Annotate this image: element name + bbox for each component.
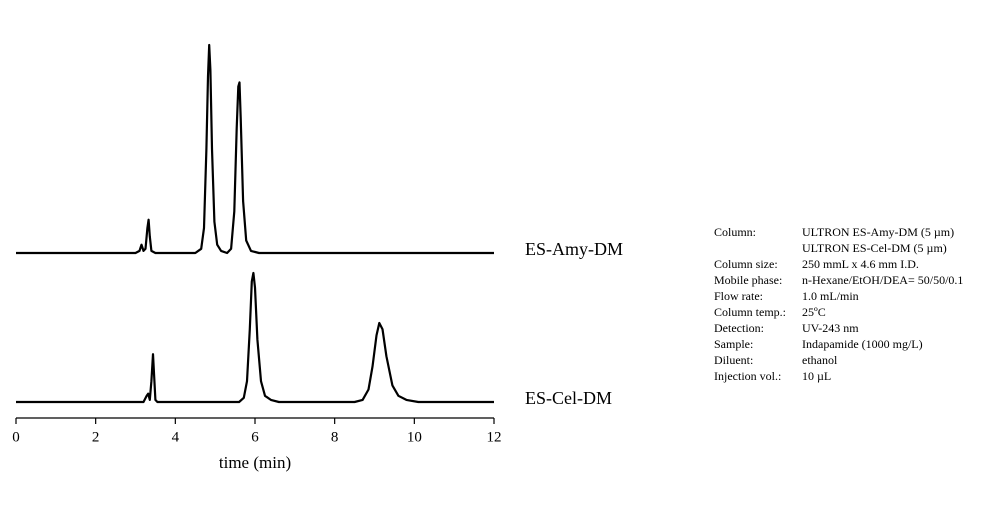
info-value: 10 µL	[802, 369, 831, 383]
info-label: Column size:	[714, 257, 778, 271]
info-value: n-Hexane/EtOH/DEA= 50/50/0.1	[802, 273, 963, 287]
info-label: Column:	[714, 225, 756, 239]
info-value: 25ºC	[802, 305, 826, 319]
info-value: 1.0 mL/min	[802, 289, 859, 303]
x-tick-label: 12	[487, 429, 502, 445]
info-label: Flow rate:	[714, 289, 763, 303]
info-label: Diluent:	[714, 353, 753, 367]
info-value: ULTRON ES-Amy-DM (5 µm)	[802, 225, 954, 239]
x-tick-label: 4	[172, 429, 180, 445]
x-tick-label: 6	[251, 429, 259, 445]
trace	[16, 43, 494, 255]
series-label: ES-Cel-DM	[525, 388, 612, 408]
info-label: Injection vol.:	[714, 369, 781, 383]
info-value: 250 mmL x 4.6 mm I.D.	[802, 257, 919, 271]
trace	[16, 271, 494, 404]
info-label: Mobile phase:	[714, 273, 782, 287]
x-tick-label: 2	[92, 429, 100, 445]
info-label: Sample:	[714, 337, 753, 351]
x-tick-label: 10	[407, 429, 422, 445]
info-value: ULTRON ES-Cel-DM (5 µm)	[802, 241, 947, 255]
series-label: ES-Amy-DM	[525, 239, 623, 259]
x-tick-label: 0	[12, 429, 20, 445]
info-value: Indapamide (1000 mg/L)	[802, 337, 923, 351]
info-label: Column temp.:	[714, 305, 786, 319]
x-axis-label: time (min)	[219, 453, 291, 472]
info-value: UV-243 nm	[802, 321, 859, 335]
x-tick-label: 8	[331, 429, 339, 445]
info-value: ethanol	[802, 353, 838, 367]
info-label: Detection:	[714, 321, 764, 335]
